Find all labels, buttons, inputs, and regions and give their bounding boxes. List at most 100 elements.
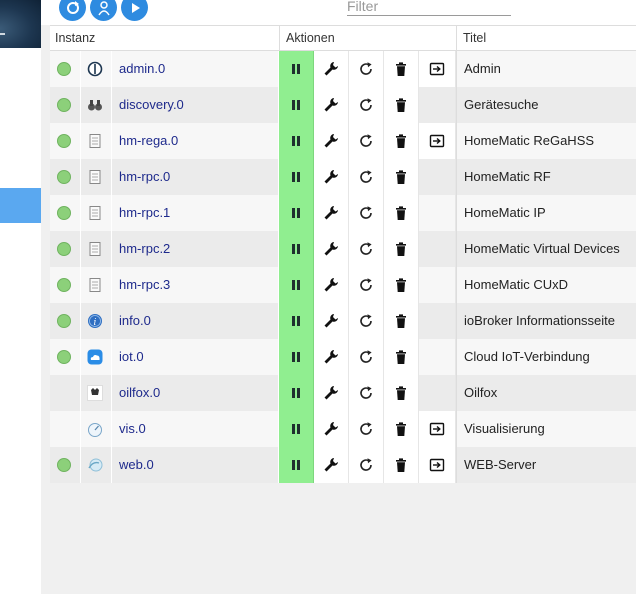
instance-name[interactable]: hm-rega.0 [119,133,179,148]
restart-button[interactable] [349,123,384,159]
instance-title-cell[interactable]: WEB-Server [456,447,636,483]
instance-title-cell[interactable]: HomeMatic CUxD [456,267,636,303]
pause-button[interactable] [279,411,314,447]
instance-name-cell[interactable]: admin.0 [112,51,279,87]
open-link-button[interactable] [419,123,456,159]
filter-input[interactable] [347,0,511,16]
pause-button[interactable] [279,87,314,123]
start-all-button[interactable] [121,0,148,21]
restart-button[interactable] [349,51,384,87]
instance-name[interactable]: info.0 [119,313,151,328]
header-instance[interactable]: Instanz [55,31,96,45]
delete-button[interactable] [384,123,419,159]
instance-name[interactable]: web.0 [119,457,154,472]
instance-name[interactable]: hm-rpc.1 [119,205,171,220]
instance-name[interactable]: hm-rpc.3 [119,277,171,292]
delete-button[interactable] [384,411,419,447]
instance-name-cell[interactable]: hm-rpc.2 [112,231,279,267]
instance-name-cell[interactable]: info.0 [112,303,279,339]
open-link-button[interactable] [419,411,456,447]
instance-name-cell[interactable]: oilfox.0 [112,375,279,411]
delete-button[interactable] [384,447,419,483]
delete-button[interactable] [384,51,419,87]
restart-button[interactable] [349,267,384,303]
instance-title-cell[interactable]: HomeMatic ReGaHSS [456,123,636,159]
status-dot [57,134,71,148]
instance-name[interactable]: hm-rpc.2 [119,241,171,256]
instance-title-cell[interactable]: Admin [456,51,636,87]
delete-button[interactable] [384,339,419,375]
delete-button[interactable] [384,231,419,267]
settings-button[interactable] [314,87,349,123]
restart-button[interactable] [349,447,384,483]
instance-name-cell[interactable]: web.0 [112,447,279,483]
restart-icon [360,386,372,399]
settings-button[interactable] [314,303,349,339]
delete-button[interactable] [384,375,419,411]
instance-title-cell[interactable]: Oilfox [456,375,636,411]
instance-title-cell[interactable]: HomeMatic RF [456,159,636,195]
restart-button[interactable] [349,411,384,447]
settings-button[interactable] [314,159,349,195]
instance-title-cell[interactable]: Gerätesuche [456,87,636,123]
instance-name[interactable]: vis.0 [119,421,146,436]
settings-button[interactable] [314,195,349,231]
header-actions[interactable]: Aktionen [286,31,335,45]
settings-button[interactable] [314,51,349,87]
instance-title-cell[interactable]: HomeMatic Virtual Devices [456,231,636,267]
instance-name[interactable]: iot.0 [119,349,144,364]
restart-button[interactable] [349,159,384,195]
settings-button[interactable] [314,339,349,375]
pause-button[interactable] [279,339,314,375]
restart-button[interactable] [349,375,384,411]
settings-button[interactable] [314,411,349,447]
instance-name[interactable]: admin.0 [119,61,166,76]
instance-name[interactable]: discovery.0 [119,97,184,112]
instance-name[interactable]: hm-rpc.0 [119,169,171,184]
instance-name[interactable]: oilfox.0 [119,385,161,400]
instance-name-cell[interactable]: discovery.0 [112,87,279,123]
restart-button[interactable] [349,303,384,339]
instance-name-cell[interactable]: hm-rpc.0 [112,159,279,195]
instance-name-cell[interactable]: hm-rega.0 [112,123,279,159]
sidebar-active-item[interactable] [0,188,41,223]
pause-button[interactable] [279,303,314,339]
instance-title: HomeMatic CUxD [464,277,569,292]
settings-button[interactable] [314,267,349,303]
restart-button[interactable] [349,231,384,267]
pause-button[interactable] [279,123,314,159]
instance-name-cell[interactable]: hm-rpc.3 [112,267,279,303]
restart-button[interactable] [349,87,384,123]
delete-button[interactable] [384,267,419,303]
pause-button[interactable] [279,267,314,303]
settings-button[interactable] [314,447,349,483]
instance-title-cell[interactable]: Visualisierung [456,411,636,447]
settings-button[interactable] [314,123,349,159]
pause-button[interactable] [279,195,314,231]
restart-button[interactable] [349,195,384,231]
pause-button[interactable] [279,231,314,267]
pause-button[interactable] [279,51,314,87]
instance-title-cell[interactable]: Cloud IoT-Verbindung [456,339,636,375]
settings-button[interactable] [314,375,349,411]
pause-button[interactable] [279,447,314,483]
settings-button[interactable] [314,231,349,267]
instance-title-cell[interactable]: ioBroker Informationsseite [456,303,636,339]
delete-button[interactable] [384,87,419,123]
header-title[interactable]: Titel [463,31,487,45]
instance-name-cell[interactable]: hm-rpc.1 [112,195,279,231]
delete-button[interactable] [384,195,419,231]
delete-button[interactable] [384,303,419,339]
instance-name-cell[interactable]: iot.0 [112,339,279,375]
instance-title-cell[interactable]: HomeMatic IP [456,195,636,231]
open-link-button[interactable] [419,447,456,483]
refresh-button[interactable] [59,0,86,21]
restart-button[interactable] [349,339,384,375]
pause-button[interactable] [279,375,314,411]
expert-mode-button[interactable] [90,0,117,21]
delete-button[interactable] [384,159,419,195]
instance-name-cell[interactable]: vis.0 [112,411,279,447]
open-link-icon [429,458,445,472]
pause-button[interactable] [279,159,314,195]
open-link-button[interactable] [419,51,456,87]
